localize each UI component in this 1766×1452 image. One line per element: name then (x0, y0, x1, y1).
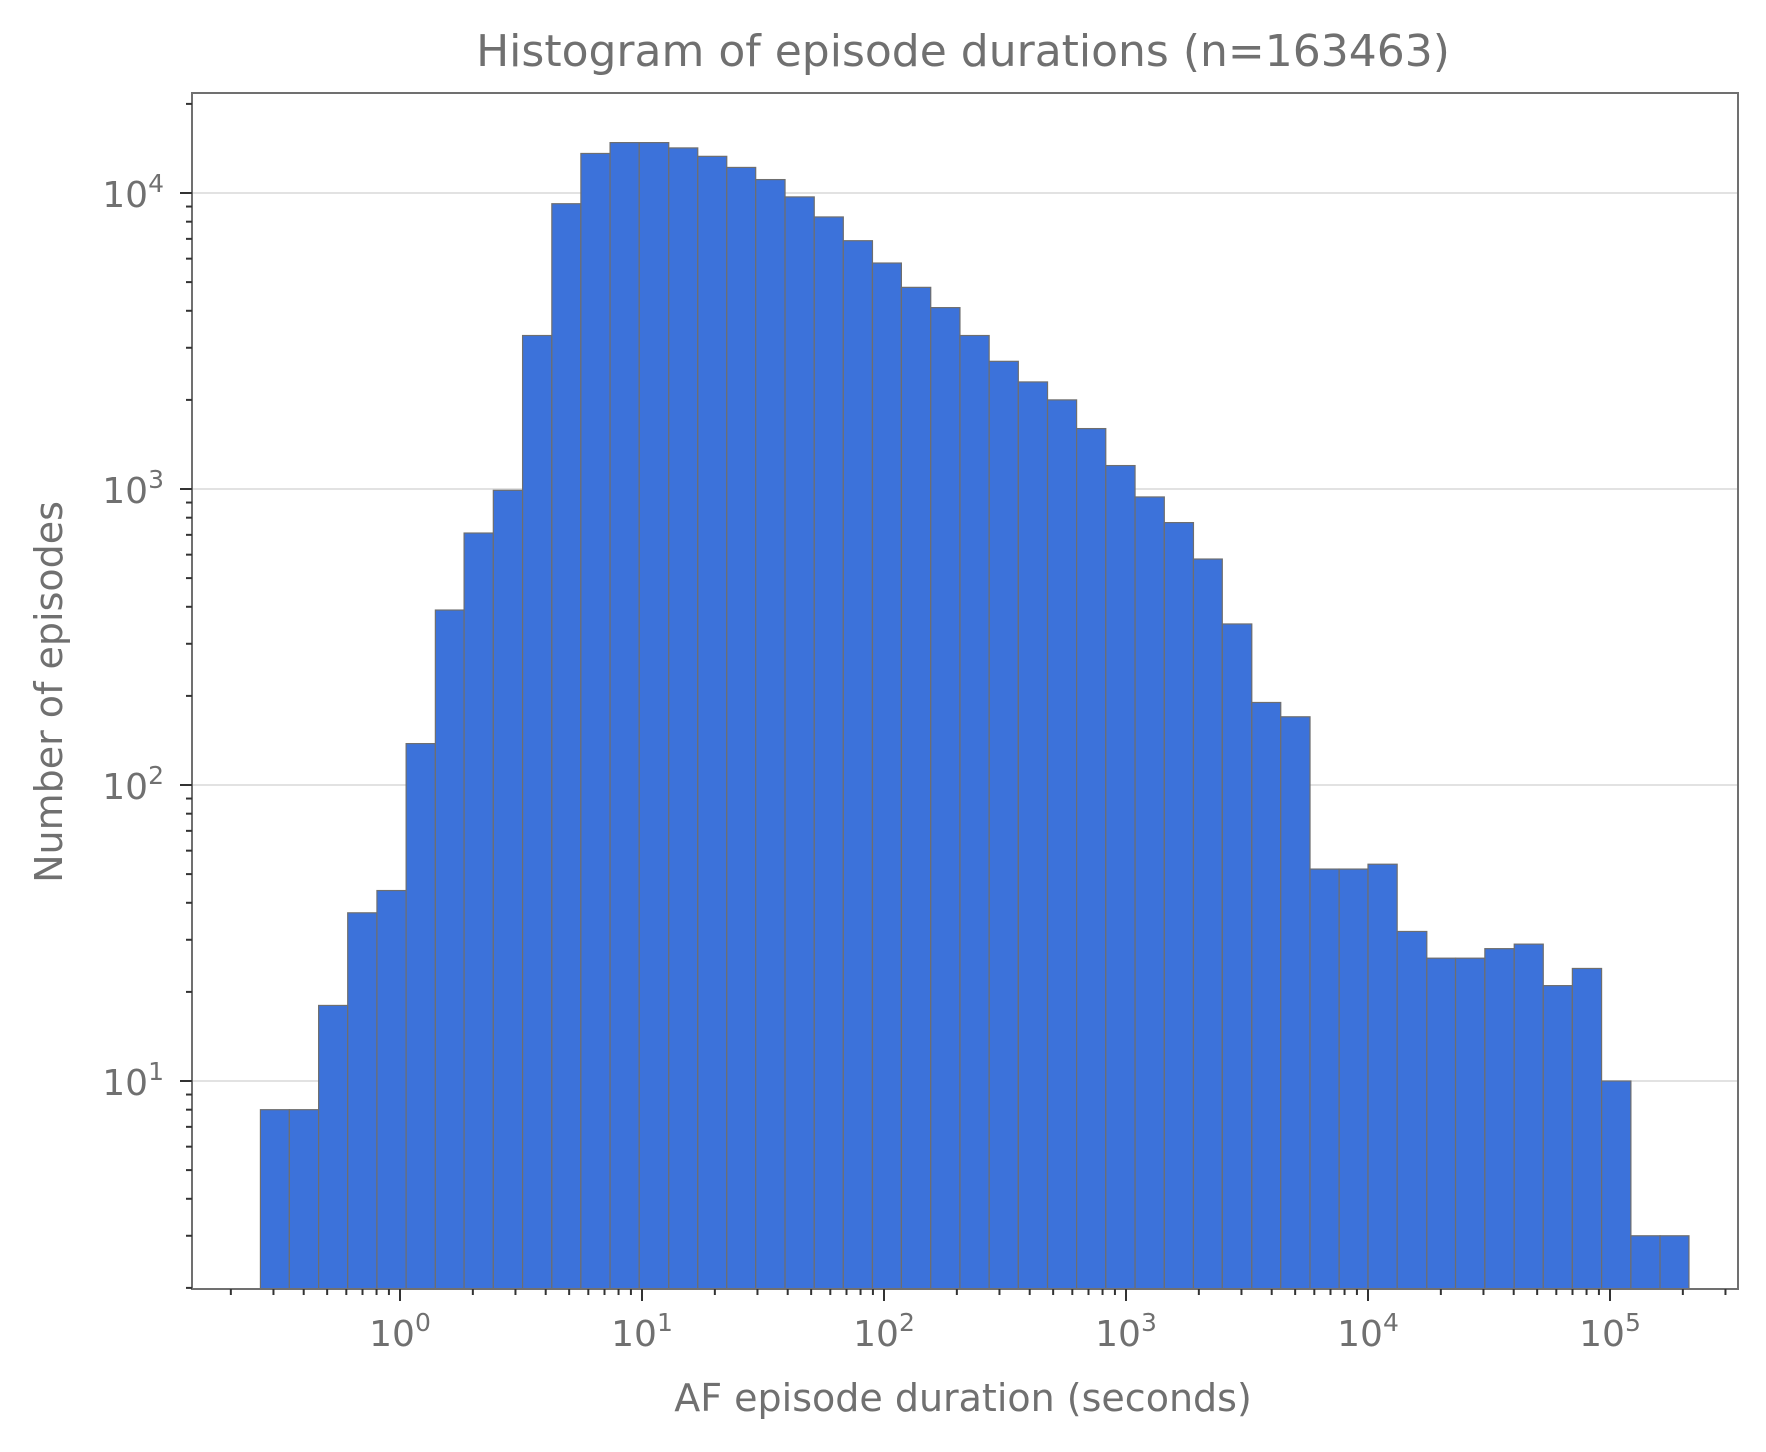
y-tick-label: 103 (102, 465, 164, 512)
histogram-bar (1630, 1235, 1661, 1290)
histogram-bar (842, 240, 874, 1290)
y-axis-ticks: 101 102 103 104 (102, 102, 192, 1289)
histogram-bar (463, 532, 494, 1290)
histogram-bar (697, 155, 728, 1290)
histogram-bar (1426, 957, 1457, 1290)
x-tick-label: 101 (611, 1308, 673, 1355)
histogram-bar (726, 166, 757, 1290)
histogram-bar (1396, 930, 1428, 1290)
histogram-bar (318, 1004, 349, 1290)
histogram-bar (871, 262, 902, 1290)
histogram-bar (1542, 985, 1573, 1290)
histogram-bar (784, 196, 815, 1290)
y-tick-label: 101 (102, 1057, 164, 1104)
y-tick-label: 102 (102, 761, 164, 808)
x-tick-label: 105 (1579, 1308, 1641, 1355)
histogram-bars (259, 142, 1690, 1290)
chart-title: Histogram of episode durations (n=163463… (476, 26, 1450, 77)
histogram-bar (1251, 701, 1282, 1290)
histogram-bar (988, 360, 1019, 1290)
histogram-bar (434, 609, 465, 1290)
x-tick-label: 100 (369, 1308, 431, 1355)
histogram-bar (288, 1109, 320, 1290)
histogram-bar (259, 1109, 290, 1290)
histogram-bar (930, 307, 961, 1290)
histogram-bar (347, 912, 378, 1290)
y-tick-label: 104 (102, 169, 164, 216)
histogram-bar (959, 334, 990, 1290)
x-tick-label: 104 (1337, 1308, 1399, 1355)
histogram-bar (551, 203, 582, 1290)
histogram-bar (1600, 1080, 1632, 1290)
histogram-bar (580, 152, 611, 1290)
histogram-bar (1076, 427, 1107, 1290)
histogram-bar (376, 889, 407, 1290)
histogram-bar (1280, 716, 1311, 1290)
histogram-bar (1338, 868, 1369, 1290)
histogram-bar (1367, 863, 1398, 1290)
histogram-bar (521, 334, 553, 1290)
histogram-bar (405, 742, 436, 1290)
y-axis-label: Number of episodes (27, 501, 71, 883)
plot-frame (191, 92, 1739, 1290)
histogram-bar (755, 178, 786, 1290)
histogram-bar (1659, 1235, 1690, 1290)
histogram-bar (1571, 967, 1603, 1290)
histogram-bar (492, 489, 524, 1290)
histogram-bar (1221, 623, 1253, 1290)
histogram-bar (900, 286, 932, 1290)
histogram-bar (1046, 399, 1078, 1290)
histogram-bar (1192, 558, 1223, 1290)
histogram-bar (1513, 943, 1544, 1290)
histogram-bar (638, 142, 670, 1290)
x-tick-label: 102 (853, 1308, 915, 1355)
histogram-bar (1484, 948, 1515, 1290)
histogram-bar (668, 147, 699, 1290)
histogram-bar (1454, 957, 1486, 1290)
histogram-bar (1105, 464, 1136, 1290)
histogram-bar (1309, 868, 1340, 1290)
x-axis-label: AF episode duration (seconds) (674, 1376, 1252, 1420)
histogram-bar (1163, 521, 1195, 1290)
histogram-bar (1134, 496, 1165, 1290)
x-tick-label: 103 (1095, 1308, 1157, 1355)
histogram-bar (609, 142, 640, 1290)
histogram-bar (813, 216, 844, 1290)
histogram-bar (1017, 381, 1049, 1290)
x-axis-ticks: 100 101 102 103 104 105 (229, 1289, 1727, 1355)
